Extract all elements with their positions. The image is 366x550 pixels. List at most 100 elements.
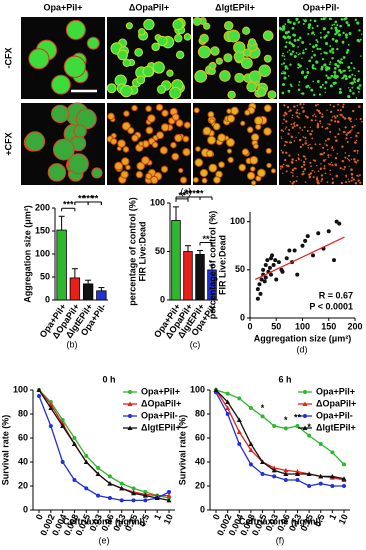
cell-cluster xyxy=(331,146,334,149)
cell-cluster xyxy=(152,61,165,74)
cell-cluster xyxy=(353,158,356,161)
panel-label: (f) xyxy=(276,535,285,545)
cell-cluster xyxy=(91,167,103,179)
cell-cluster xyxy=(316,164,318,167)
cell-cluster xyxy=(50,104,70,124)
cell-cluster xyxy=(331,51,335,54)
cell-cluster xyxy=(290,85,293,88)
cell-cluster xyxy=(226,138,235,147)
cell-cluster xyxy=(302,19,305,21)
cell-cluster xyxy=(329,173,331,175)
cell-cluster xyxy=(304,115,307,117)
cell-cluster xyxy=(208,163,218,173)
cell-cluster xyxy=(331,47,335,51)
marker xyxy=(260,414,265,419)
bar xyxy=(195,254,205,301)
point xyxy=(332,258,336,263)
cell-cluster xyxy=(258,64,271,78)
marker xyxy=(225,412,230,416)
cell-cluster xyxy=(311,27,314,30)
cell-cluster xyxy=(330,27,333,30)
cell-cluster xyxy=(281,91,285,95)
marker xyxy=(127,425,133,430)
cell-cluster xyxy=(303,110,305,112)
cell-cluster xyxy=(303,19,307,23)
cell-cluster xyxy=(226,114,236,123)
cell-cluster xyxy=(309,161,312,164)
marker xyxy=(302,425,308,430)
cell-cluster xyxy=(342,76,345,79)
marker xyxy=(248,447,254,452)
cell-cluster xyxy=(345,176,347,178)
cell-cluster xyxy=(145,105,152,113)
cell-cluster xyxy=(341,61,344,64)
marker xyxy=(142,493,148,498)
cell-cluster xyxy=(357,70,360,73)
cell-cluster xyxy=(170,141,177,149)
legend-label: ΔlgtEPil+ xyxy=(316,422,356,432)
micrograph xyxy=(106,103,191,185)
point xyxy=(326,229,331,234)
marker xyxy=(236,417,242,422)
cell-cluster xyxy=(358,29,361,32)
cell-cluster xyxy=(291,182,294,185)
cell-cluster xyxy=(283,104,286,107)
y-tick-label: 150 xyxy=(35,225,50,235)
cell-cluster xyxy=(348,165,350,167)
cell-cluster xyxy=(183,33,192,41)
cell-cluster xyxy=(208,61,217,70)
micrograph xyxy=(279,17,363,99)
significance-label: ** xyxy=(91,193,99,203)
cell-cluster xyxy=(344,17,348,20)
point xyxy=(261,267,266,272)
cell-cluster xyxy=(287,20,290,24)
marker xyxy=(307,484,312,488)
cell-cluster xyxy=(285,41,288,44)
cell-cluster xyxy=(322,146,325,149)
point xyxy=(265,258,270,263)
cell-cluster xyxy=(334,157,338,160)
y-tick-label: 50 xyxy=(155,246,165,256)
y-axis-title: Aggregation size (μm²) xyxy=(22,205,32,303)
cell-cluster xyxy=(281,54,284,57)
cell-cluster xyxy=(304,181,307,183)
y-axis-title: percentage of control (%) xyxy=(127,197,137,306)
cell-cluster xyxy=(302,136,305,138)
cell-cluster xyxy=(174,34,183,43)
cell-cluster xyxy=(322,27,326,31)
cell-cluster xyxy=(320,178,324,181)
cell-cluster xyxy=(346,48,350,52)
cell-cluster xyxy=(320,180,322,182)
cell-cluster xyxy=(355,134,358,137)
cell-cluster xyxy=(301,92,305,95)
bar xyxy=(171,220,181,301)
cell-cluster xyxy=(288,128,291,131)
cell-cluster xyxy=(195,146,201,152)
cell-cluster xyxy=(147,114,156,123)
cell-cluster xyxy=(295,136,297,139)
point xyxy=(262,279,267,284)
cell-cluster xyxy=(106,83,117,94)
cell-cluster xyxy=(293,167,296,170)
cell-cluster xyxy=(179,176,188,184)
cell-cluster xyxy=(331,57,334,60)
cell-cluster xyxy=(337,109,340,112)
cell-cluster xyxy=(249,155,259,165)
cell-cluster xyxy=(338,87,342,91)
cell-cluster xyxy=(320,67,324,71)
cell-cluster xyxy=(361,120,363,123)
marker xyxy=(107,474,112,479)
cell-cluster xyxy=(319,36,323,39)
cell-cluster xyxy=(316,123,320,127)
cell-cluster xyxy=(291,126,295,129)
cell-cluster xyxy=(357,105,361,108)
cell-cluster xyxy=(313,53,316,57)
cell-cluster xyxy=(336,75,339,78)
y-tick-label: 80 xyxy=(18,408,28,418)
point xyxy=(257,282,262,287)
cell-cluster xyxy=(207,111,215,118)
micrograph xyxy=(106,17,192,99)
cell-cluster xyxy=(182,135,190,143)
significance-label: ** xyxy=(202,234,210,244)
cell-cluster xyxy=(356,174,359,177)
